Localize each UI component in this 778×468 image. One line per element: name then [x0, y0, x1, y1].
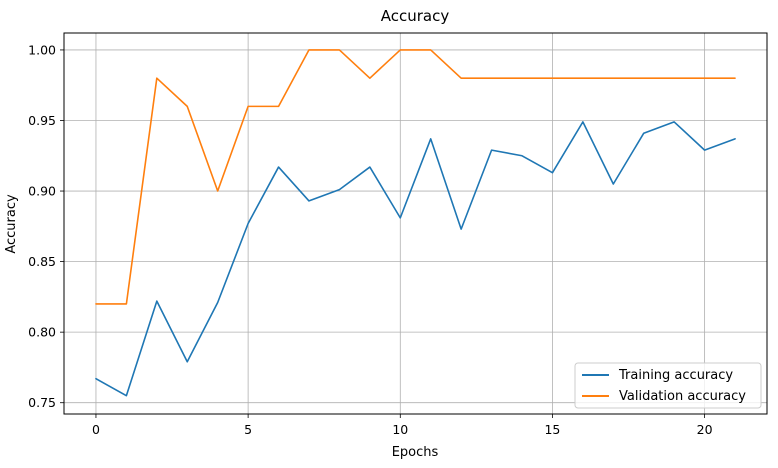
series-line-training-accuracy — [95, 121, 736, 397]
legend-label-training: Training accuracy — [618, 368, 733, 383]
y-tick-label: 0.95 — [28, 113, 56, 128]
y-axis-title: Accuracy — [4, 194, 19, 254]
series-line-validation-accuracy — [95, 49, 736, 305]
y-tick-label: 0.75 — [28, 395, 56, 410]
legend: Training accuracy Validation accuracy — [574, 362, 762, 409]
x-tick-label: 0 — [92, 422, 100, 437]
y-tick-label: 0.80 — [28, 325, 56, 340]
y-tick-label: 0.90 — [28, 184, 56, 199]
x-tick-label: 5 — [244, 422, 252, 437]
series-lines — [95, 49, 736, 397]
y-tick-label: 0.85 — [28, 254, 56, 269]
x-tick-label: 20 — [697, 422, 713, 437]
x-tick-label: 15 — [544, 422, 560, 437]
grid-lines — [64, 33, 767, 414]
y-tick-label: 1.00 — [28, 42, 56, 57]
x-tick-label: 10 — [392, 422, 408, 437]
legend-label-validation: Validation accuracy — [619, 389, 746, 404]
legend-box — [574, 362, 762, 409]
plot-frame — [63, 32, 768, 415]
x-axis-title: Epochs — [392, 445, 439, 460]
axis-ticks: 0 5 10 15 20 0.75 0.80 0.85 0.90 0.95 1.00 — [28, 42, 712, 437]
chart-title: Accuracy — [381, 7, 450, 25]
